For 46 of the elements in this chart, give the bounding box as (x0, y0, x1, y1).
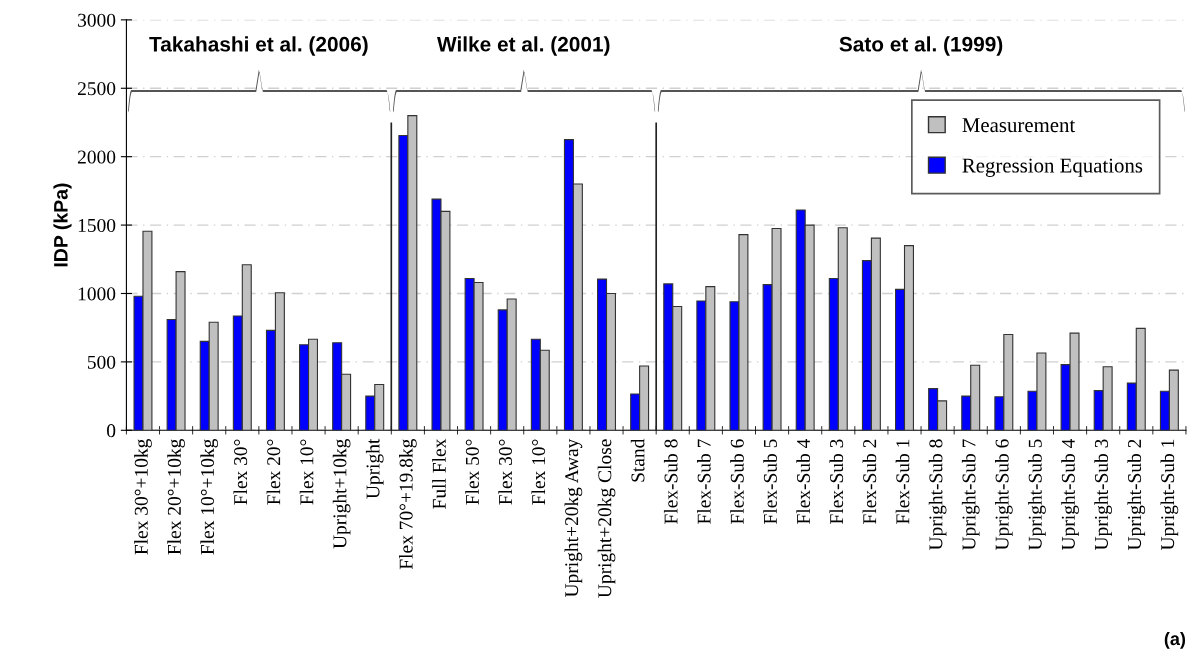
x-tick-label: Flex-Sub 4 (796, 438, 811, 524)
x-tick-label: Upright-Sub 8 (928, 439, 947, 551)
legend-label: Regression Equations (962, 158, 1143, 177)
x-tick-label: Upright-Sub 7 (961, 439, 980, 551)
x-tick-label: Flex 30°+10kg (134, 439, 152, 555)
x-tick-label: Flex 10°+10kg (200, 439, 219, 555)
x-tick-label: Upright (365, 438, 384, 499)
y-tick-label: 3000 (78, 13, 116, 27)
x-tick-label: Flex 10° (299, 439, 314, 505)
x-tick-label: Flex-Sub 7 (697, 439, 711, 524)
x-tick-label: Upright-Sub 4 (1061, 438, 1079, 551)
x-tick-label: Upright+20kg Close (597, 439, 616, 598)
y-tick-label: 0 (107, 424, 116, 438)
x-tick-label: Flex 10° (531, 439, 546, 505)
x-tick-label: Upright-Sub 2 (1127, 439, 1146, 551)
x-tick-label: Upright+20kg Away (564, 438, 583, 598)
x-tick-label: Upright-Sub 1 (1160, 439, 1179, 551)
y-axis-title: IDP (kPa) (53, 183, 72, 267)
x-tick-label: Upright-Sub 3 (1094, 439, 1113, 551)
annotation: Takahashi et al. (2006) (149, 36, 368, 56)
x-tick-label: Flex 70°+19.8kg (399, 439, 417, 570)
x-tick-label: Full Flex (432, 438, 446, 509)
x-tick-label: Stand (630, 438, 645, 482)
x-tick-label: Upright+10kg (332, 439, 351, 549)
y-tick-label: 2500 (77, 82, 116, 96)
y-tick-label: 1500 (78, 218, 116, 233)
x-tick-label: Flex-Sub 6 (730, 439, 744, 524)
x-tick-label: Flex-Sub 1 (895, 439, 910, 524)
x-tick-label: Flex-Sub 3 (829, 439, 844, 524)
annotation: Sato et al. (1999) (839, 36, 1003, 56)
x-tick-label: Flex-Sub 8 (663, 439, 678, 524)
legend-label: Measurement (962, 118, 1076, 133)
x-tick-label: Flex-Sub 5 (763, 439, 777, 524)
x-tick-label: Flex 30° (233, 439, 248, 505)
x-tick-label: Flex 50° (465, 439, 479, 505)
x-tick-label: Upright-Sub 5 (1028, 439, 1046, 551)
y-tick-label: 2000 (77, 150, 116, 164)
annotation: Wilke et al. (2001) (437, 36, 610, 56)
x-tick-label: Flex 20° (266, 439, 281, 505)
y-tick-label: 1000 (78, 287, 116, 301)
y-tick-label: 500 (87, 355, 116, 369)
x-tick-label: Flex-Sub 2 (862, 439, 877, 524)
x-tick-label: Flex 20°+10kg (167, 439, 185, 555)
x-tick-label: Upright-Sub 6 (994, 439, 1013, 551)
x-tick-label: Flex 30° (498, 439, 513, 505)
text: (a) (1164, 631, 1186, 649)
